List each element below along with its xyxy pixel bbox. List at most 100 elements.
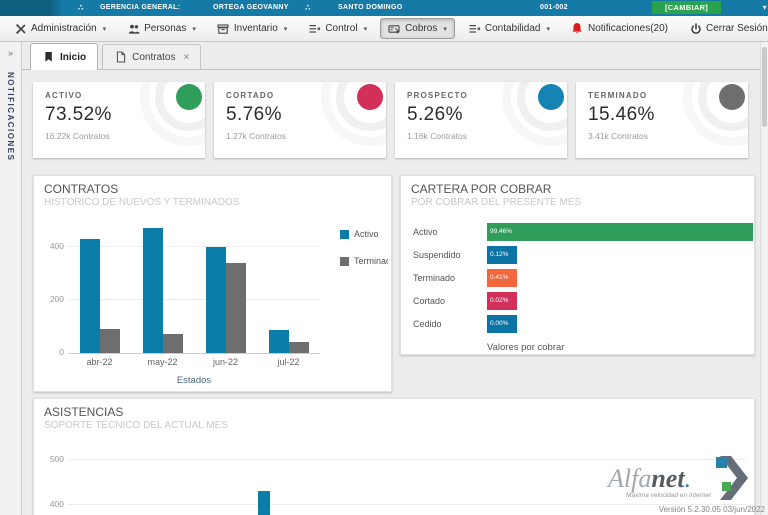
chevron-down-icon: ▾ [443,25,447,33]
card-subtitle: 1.27k Contratos [226,131,287,141]
menu-item-label: Cobros [405,23,438,34]
cartera-row-cortado: Cortado 0.02% [413,292,748,315]
menu-item-contabilidad[interactable]: Contabilidad ▾ [460,18,558,39]
bar-cortado: 0.02% [487,292,517,310]
tab-label: Contratos [132,51,176,63]
x-category-label: may-22 [147,357,178,367]
legend-item-activo: Activo [340,229,388,239]
x-axis-labels: abr-22 may-22 jun-22 jul-22 [68,357,320,367]
top-status-bar: ∴ GERENCIA GENERAL: ORTEGA GEOVANNY ∴ SA… [0,0,768,16]
panel-subtitle: POR COBRAR DEL PRESENTE MES [411,197,582,208]
status-color-dot [538,84,564,110]
branch-name: SANTO DOMINGO [338,4,403,11]
tab-contratos[interactable]: Contratos × [102,44,202,69]
horizontal-bar-chart: Activo 99.46% Suspendido 0.12% Terminado 0.41… [413,223,753,338]
x-category-label: jul-22 [277,357,300,367]
bar-activo: 99.46% [487,223,753,241]
chevron-down-icon: ▾ [546,25,550,33]
menu-item-cobros[interactable]: Cobros ▾ [380,18,455,39]
gridline [68,504,746,505]
bar-terminado: 0.41% [487,269,517,287]
menu-item-label: Inventario [233,23,278,34]
gridline [68,299,320,300]
panel-title: CONTRATOS [44,182,119,196]
card-value: 73.52% [45,104,112,125]
y-tick-label: 400 [49,241,64,251]
bar-asistencias [258,490,270,515]
menu-item-inventario[interactable]: Inventario ▾ [209,18,295,39]
bar-group-jun-22 [205,247,246,353]
legend-swatch [340,229,349,239]
bar-cedido: 0.00% [487,315,517,333]
bar-chart: 400 500 [50,399,746,515]
status-color-dot [176,84,202,110]
ledger-icon [468,22,481,35]
notifications-sidebar: » NOTIFICACIONES [0,42,22,515]
user-name: ORTEGA GEOVANNY [213,4,289,11]
main-menu-bar: Administración ▾ Personas ▾ Inventario ▾ Contr… [0,16,768,42]
vertical-scrollbar[interactable] [760,42,768,515]
chevron-down-icon: ▾ [283,25,288,33]
decorative-ring [517,82,567,131]
power-icon [689,22,702,35]
logo-text-light: Alfa [606,464,651,493]
branch-code: 001-002 [540,4,568,11]
gridline [68,459,746,460]
legend-swatch [340,256,349,266]
bar-groups [68,216,320,353]
people-icon [127,22,140,35]
bar-terminado-may-22 [162,334,183,353]
sidebar-expand-button[interactable]: » [7,48,13,58]
legend-label: Activo [354,229,379,239]
dots-icon: ∴ [78,3,84,12]
decorative-ring [336,82,386,131]
menu-item-label: Notificaciones(20) [587,23,669,34]
menu-item-personas[interactable]: Personas ▾ [119,18,204,39]
change-branch-link[interactable]: [CAMBIAR] [652,1,722,14]
chevron-down-icon[interactable]: ▾ [762,3,767,12]
row-label: Terminado [413,273,456,283]
row-label: Suspendido [413,250,461,260]
bar-activo-abr-22 [79,239,100,353]
cartera-row-cedido: Cedido 0.00% [413,315,748,338]
scrollbar-thumb[interactable] [762,47,767,127]
logo-text-dark: net [651,464,685,493]
decorative-ring [140,82,205,146]
panel-subtitle: SOPORTE TÉCNICO DEL ACTUAL MES [44,420,228,431]
svg-text:Alfanet.: Alfanet. [606,464,691,493]
row-label: Cedido [413,319,442,329]
status-color-dot [357,84,383,110]
app-version: Versión 5.2.30.05 03/jun/2022 [658,505,765,514]
box-icon [217,22,230,35]
cartera-row-activo: Activo 99.46% [413,223,753,246]
kpi-card-activo: ACTIVO 73.52% 16.22k Contratos [33,82,205,158]
close-icon[interactable]: × [183,51,190,63]
y-tick-label: 500 [49,454,64,464]
card-subtitle: 3.41k Contratos [588,131,649,141]
menu-item-control[interactable]: Control ▾ [300,18,375,39]
decorative-ring [502,82,567,146]
payments-icon [388,22,401,35]
sidebar-vertical-label[interactable]: NOTIFICACIONES [6,72,15,162]
kpi-card-prospecto: PROSPECTO 5.26% 1.16k Contratos [395,82,567,158]
menu-item-administracion[interactable]: Administración ▾ [6,18,114,39]
logo-tagline: Máxima velocidad en Internet [626,492,712,499]
tab-label: Inicio [60,51,87,63]
menu-item-notificaciones-20[interactable]: Notificaciones(20) [563,18,676,39]
card-value: 5.76% [226,104,282,125]
cartera-row-terminado: Terminado 0.41% [413,269,748,292]
bar-suspendido: 0.12% [487,246,517,264]
page-icon [114,51,127,64]
kpi-card-cortado: CORTADO 5.76% 1.27k Contratos [214,82,386,158]
decorative-ring [155,82,205,131]
cartera-row-suspendido: Suspendido 0.12% [413,246,748,269]
menu-item-cerrar-sesion[interactable]: Cerrar Sesión [681,18,768,39]
decorative-ring [321,82,386,146]
decorative-ring [698,82,748,131]
menu-item-label: Cerrar Sesión [706,23,768,34]
bar-activo-jun-22 [205,247,226,353]
tab-inicio[interactable]: Inicio [30,43,99,70]
card-subtitle: 1.16k Contratos [407,131,468,141]
x-category-label: abr-22 [86,357,113,367]
list-icon [308,22,321,35]
